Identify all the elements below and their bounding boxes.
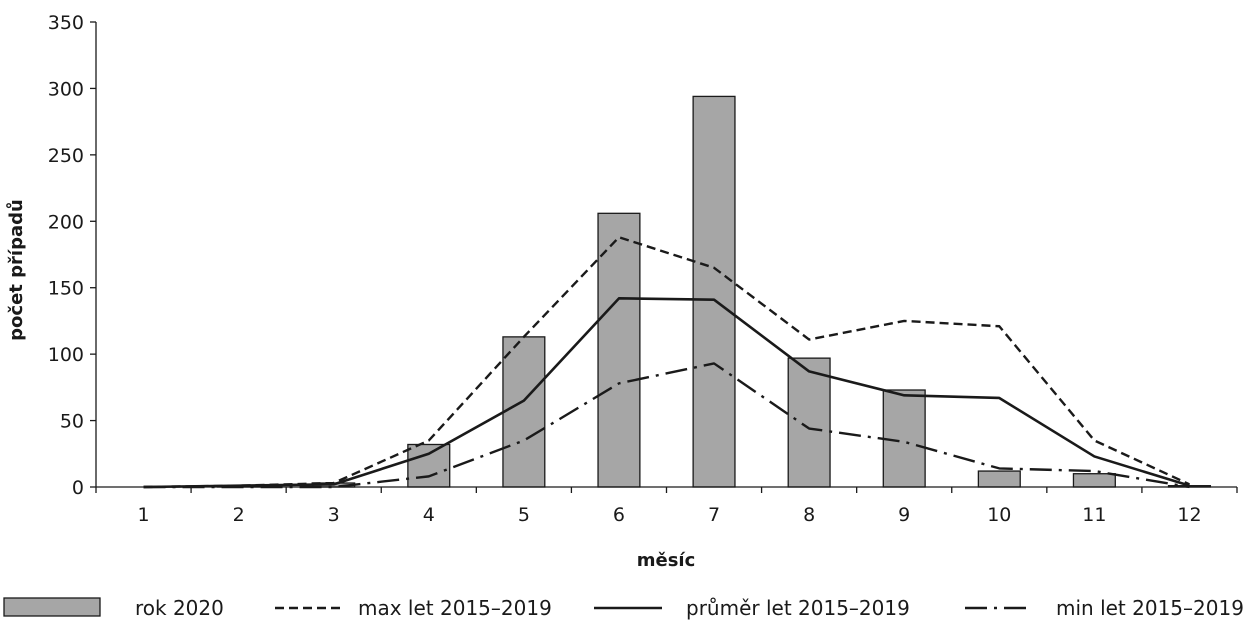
bar-4 — [407, 443, 451, 488]
y-tick-label: 200 — [48, 211, 84, 233]
bar-5 — [502, 336, 546, 488]
x-tick-label: 4 — [423, 504, 435, 526]
y-tick-label: 300 — [48, 78, 84, 100]
y-tick-label: 0 — [72, 477, 84, 499]
series-line-solid — [143, 297, 1190, 489]
bar-8 — [787, 357, 831, 488]
x-tick-label: 8 — [803, 504, 815, 526]
y-tick-label: 150 — [48, 278, 84, 300]
legend-label: rok 2020 — [135, 596, 224, 620]
y-tick-label: 100 — [48, 344, 84, 366]
bar-7 — [692, 95, 736, 488]
legend-label: max let 2015–2019 — [358, 596, 552, 620]
y-tick-label: 50 — [60, 411, 84, 433]
bar-10 — [977, 470, 1021, 488]
x-tick-label: 1 — [137, 504, 149, 526]
series-line-dashed — [143, 236, 1190, 489]
bar-9 — [882, 389, 926, 488]
x-tick-label: 2 — [233, 504, 245, 526]
x-tick-label: 11 — [1082, 504, 1106, 526]
x-tick-label: 7 — [708, 504, 720, 526]
x-tick-label: 6 — [613, 504, 625, 526]
x-tick-label: 3 — [328, 504, 340, 526]
x-tick-label: 10 — [987, 504, 1011, 526]
y-tick-label: 350 — [48, 12, 84, 34]
bar-group — [217, 95, 1212, 488]
line-group — [143, 236, 1190, 489]
y-tick-label: 250 — [48, 145, 84, 167]
x-tick-label: 9 — [898, 504, 910, 526]
legend-label: min let 2015–2019 — [1056, 596, 1244, 620]
legend-label: průměr let 2015–2019 — [686, 596, 910, 620]
bar-11 — [1072, 473, 1116, 488]
x-axis-title: měsíc — [637, 550, 696, 571]
x-tick-label: 5 — [518, 504, 530, 526]
x-tick-label: 12 — [1177, 504, 1201, 526]
legend: rok 2020 max let 2015–2019 průměr let 2015… — [3, 596, 1244, 620]
bar-6 — [597, 212, 641, 488]
y-axis-title: počet případů — [5, 199, 27, 341]
series-line-dash-dot — [143, 362, 1190, 489]
legend-swatch — [3, 597, 101, 617]
